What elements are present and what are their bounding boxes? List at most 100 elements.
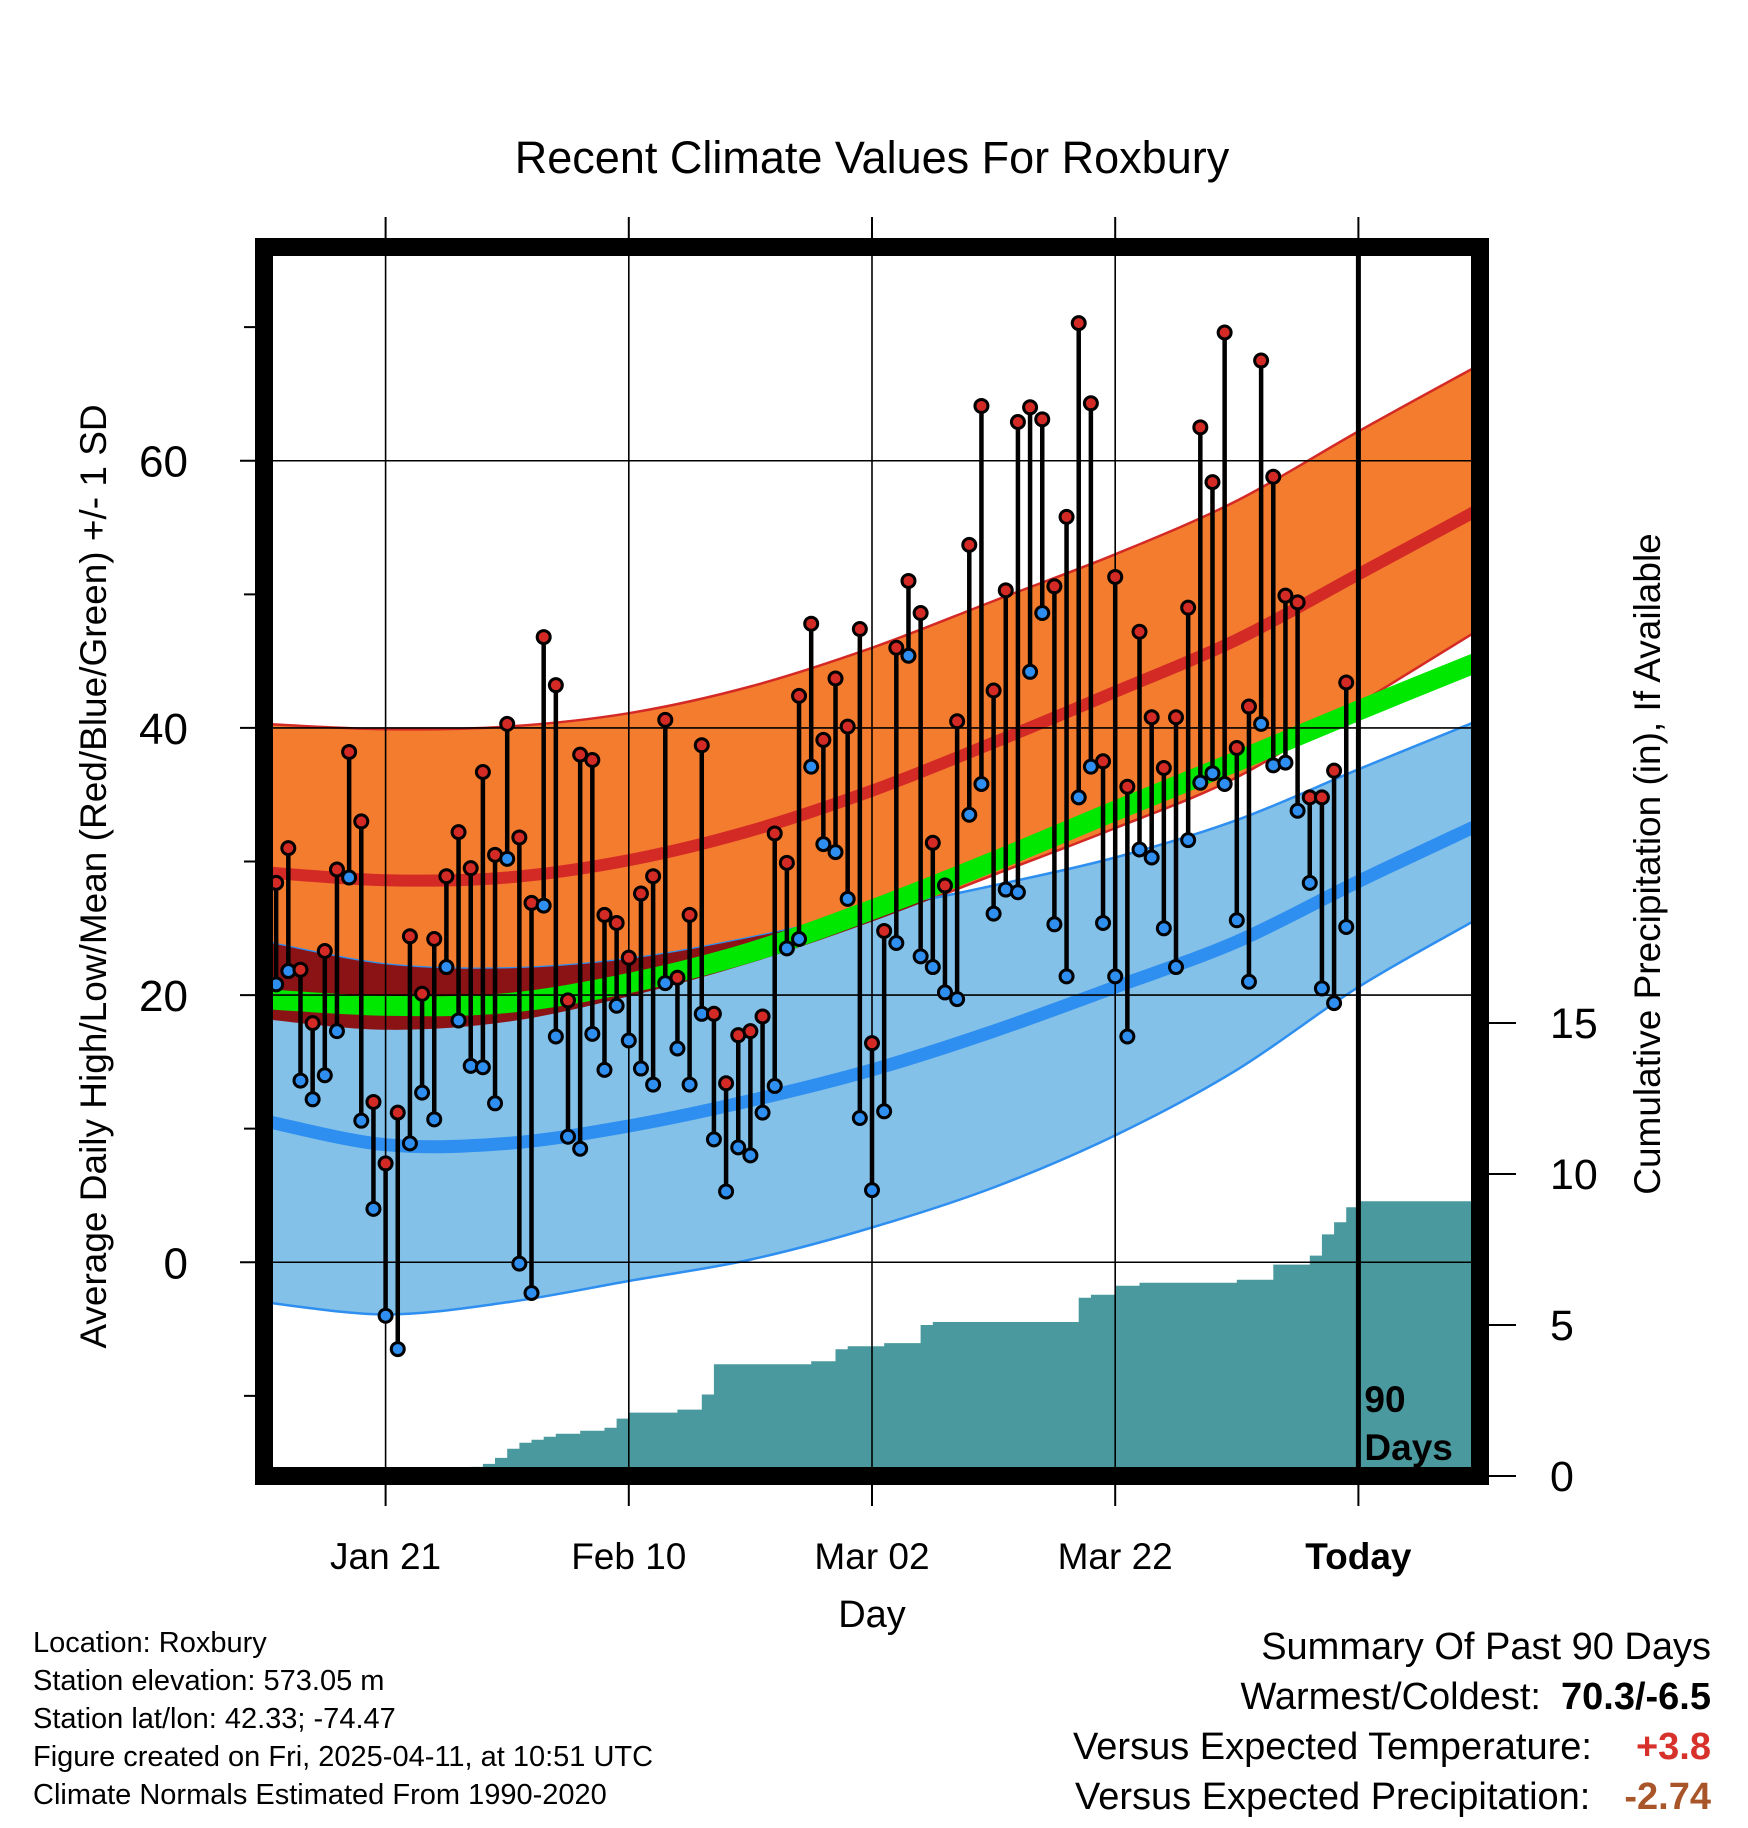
daily-high-point [353, 813, 370, 830]
x-tick-label: Mar 22 [1058, 1536, 1173, 1577]
daily-high-point [1107, 568, 1124, 585]
daily-high-point [669, 969, 686, 986]
daily-high-point [961, 536, 978, 553]
daily-low-point [1192, 774, 1209, 791]
daily-low-point [912, 948, 929, 965]
daily-high-point [1143, 709, 1160, 726]
y2-tick-label: 10 [1550, 1151, 1598, 1199]
daily-high-point [778, 854, 795, 871]
daily-high-point [1070, 315, 1087, 332]
temp-label: Versus Expected Temperature: [1073, 1726, 1592, 1768]
y-tick-label: 40 [139, 705, 188, 754]
daily-high-point [328, 861, 345, 878]
daily-low-point [426, 1111, 443, 1128]
daily-high-point [280, 840, 297, 857]
daily-high-point [1216, 324, 1233, 341]
created-text: Figure created on Fri, 2025-04-11, at 10… [33, 1741, 654, 1773]
daily-low-point [791, 930, 808, 947]
daily-high-point [511, 829, 528, 846]
daily-low-point [560, 1128, 576, 1145]
daily-low-point [851, 1109, 868, 1126]
y-axis-label: Average Daily High/Low/Mean (Red/Blue/Gr… [73, 404, 114, 1348]
daily-high-point [632, 885, 649, 902]
daily-low-point [401, 1135, 418, 1152]
y2-axis-label: Cumulative Precipitation (in), If Availa… [1627, 533, 1668, 1195]
daily-low-point [1119, 1028, 1136, 1045]
x-tick-label: Feb 10 [571, 1536, 686, 1577]
daily-high-point [827, 670, 844, 687]
y-tick-label: 0 [164, 1239, 188, 1288]
daily-low-point [1253, 715, 1270, 732]
daily-low-point [864, 1182, 880, 1199]
daily-low-point [645, 1076, 662, 1093]
daily-high-point [791, 687, 808, 704]
daily-low-point [474, 1059, 491, 1076]
latlon-text: Station lat/lon: 42.33; -74.47 [33, 1703, 396, 1735]
daily-high-point [718, 1075, 735, 1092]
daily-low-point [803, 758, 820, 775]
daily-high-point [316, 943, 333, 960]
plot-content: 90 Days [264, 247, 1480, 1476]
daily-high-point [1240, 698, 1257, 715]
location-text: Location: Roxbury [33, 1627, 267, 1659]
daily-low-point [414, 1084, 431, 1101]
daily-high-point [462, 860, 479, 877]
x-tick-label: Jan 21 [330, 1536, 441, 1577]
daily-low-point [1204, 765, 1221, 782]
daily-high-point [535, 629, 552, 646]
daily-low-point [1228, 912, 1245, 929]
y2-tick-label: 15 [1550, 1000, 1598, 1048]
daily-high-point [1168, 709, 1184, 726]
daily-low-point [523, 1284, 540, 1301]
x-tick-label: Today [1305, 1536, 1412, 1577]
daily-low-point [511, 1255, 528, 1272]
daily-low-point [778, 940, 795, 957]
daily-low-point [341, 869, 358, 886]
daily-high-point [864, 1035, 880, 1052]
daily-high-point [1338, 674, 1355, 691]
daily-low-point [1009, 884, 1026, 901]
daily-low-point [632, 1060, 649, 1077]
daily-low-point [584, 1025, 601, 1042]
daily-low-point [815, 836, 832, 853]
daily-high-point [1253, 352, 1270, 369]
daily-high-point [584, 751, 601, 768]
daily-low-point [1277, 754, 1294, 771]
daily-high-point [304, 1015, 321, 1032]
precip-value: -2.74 [1624, 1776, 1711, 1818]
daily-low-point [876, 1103, 893, 1120]
y-tick-label: 60 [139, 438, 188, 487]
daily-low-point [1326, 995, 1343, 1012]
daily-high-point [1058, 508, 1075, 525]
daily-low-point [1168, 959, 1184, 976]
daily-low-point [1180, 832, 1197, 849]
daily-low-point [1143, 849, 1160, 866]
daily-low-point [596, 1061, 613, 1078]
daily-high-point [547, 677, 564, 694]
daily-high-point [766, 825, 783, 842]
daily-high-point [1265, 468, 1282, 485]
daily-low-point [949, 991, 966, 1008]
daily-high-point [973, 397, 990, 414]
daily-high-point [1119, 778, 1136, 795]
daily-high-point [1022, 399, 1039, 416]
daily-low-point [438, 959, 455, 976]
daily-high-point [560, 992, 576, 1009]
daily-high-point [936, 877, 953, 894]
daily-high-point [1009, 413, 1026, 430]
summary-title: Summary Of Past 90 Days [1261, 1626, 1711, 1668]
chart-title: Recent Climate Values For Roxbury [515, 132, 1230, 183]
daily-low-point [1034, 605, 1051, 622]
daily-high-point [474, 763, 491, 780]
daily-high-point [645, 868, 662, 885]
daily-low-point [377, 1307, 394, 1324]
normals-text: Climate Normals Estimated From 1990-2020 [33, 1779, 607, 1811]
daily-high-point [341, 743, 358, 760]
y2-tick-label: 5 [1550, 1302, 1574, 1350]
daily-low-point [900, 647, 917, 664]
daily-high-point [839, 718, 856, 735]
warm-cold-value: 70.3/-6.5 [1561, 1676, 1711, 1718]
daily-high-point [377, 1155, 394, 1172]
daily-high-point [754, 1008, 771, 1025]
daily-high-point [1204, 474, 1221, 491]
